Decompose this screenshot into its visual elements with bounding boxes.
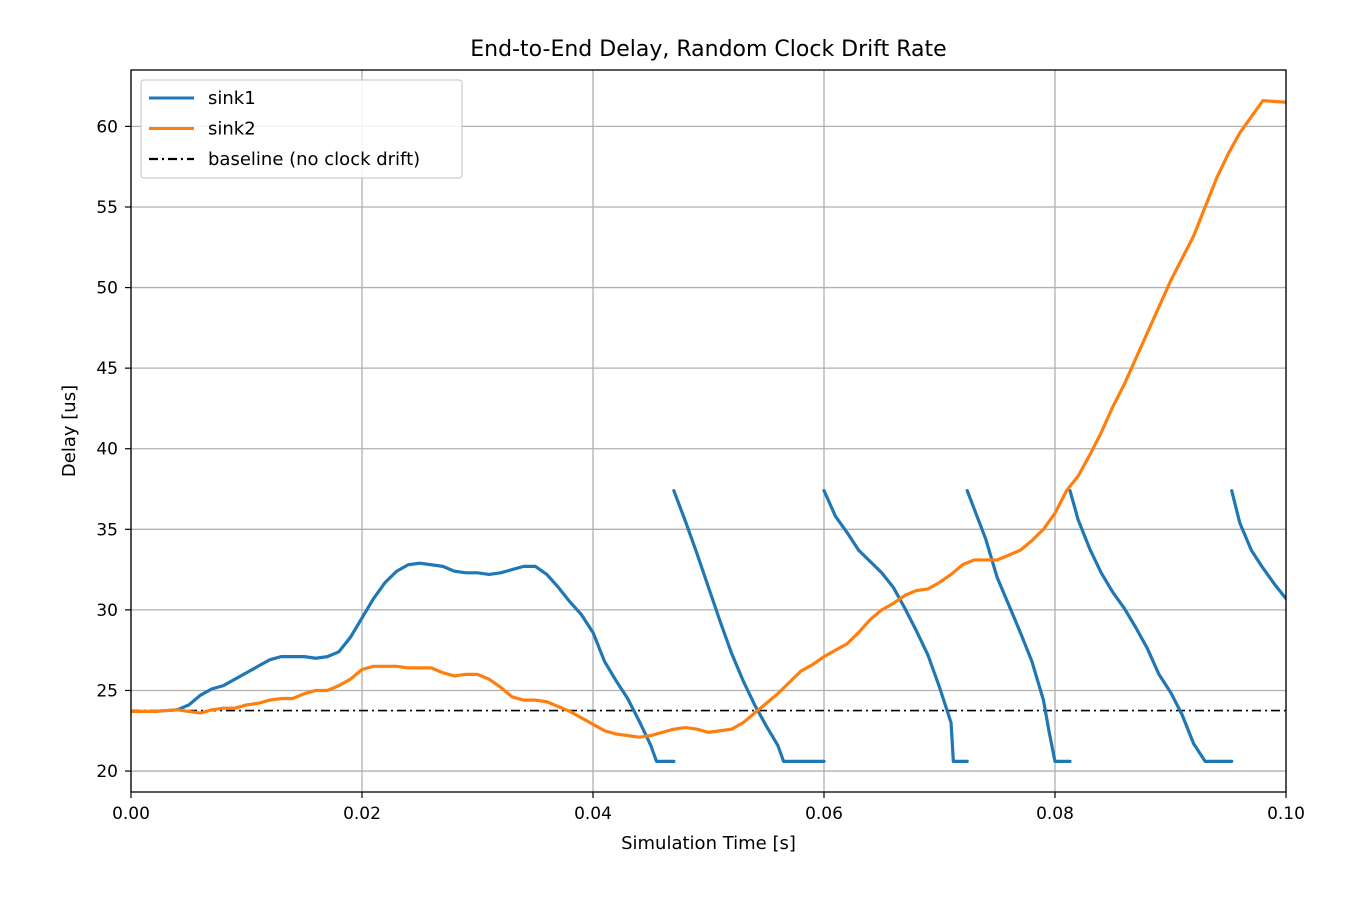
series-line-sink1 [822,489,969,763]
ticks: 0.00 0.02 0.04 0.06 0.08 0.10 20 25 30 35 40 45 50 55… [96,117,1305,824]
series-line-sink1 [1230,489,1286,601]
y-tick-label: 60 [96,117,118,137]
y-tick-label: 50 [96,279,118,299]
x-tick-label: 0.02 [343,804,381,824]
legend: sink1 sink2 baseline (no clock drift) [140,79,463,179]
legend-label: sink1 [208,88,256,109]
y-tick-label: 45 [96,359,118,379]
x-axis-label: Simulation Time [s] [621,833,796,854]
legend-box [140,79,463,179]
x-tick-label: 0.00 [112,804,150,824]
series-line-sink1 [1068,489,1234,763]
legend-label: sink2 [208,119,256,140]
x-tick-label: 0.08 [1036,804,1074,824]
y-tick-label: 25 [96,681,118,701]
x-tick-label: 0.10 [1267,804,1305,824]
series-sink1 [131,489,1286,763]
y-tick-label: 20 [96,762,118,782]
chart-title: End-to-End Delay, Random Clock Drift Rat… [470,37,946,62]
legend-label: baseline (no clock drift) [208,149,420,170]
series-line-sink2 [131,99,1286,739]
series-sink2 [131,99,1286,739]
series-layer [131,99,1286,763]
y-tick-label: 30 [96,601,118,621]
plot-frame [130,69,1287,793]
y-tick-label: 40 [96,440,118,460]
y-tick-label: 35 [96,520,118,540]
y-axis-label: Delay [us] [59,385,80,477]
y-tick-label: 55 [96,198,118,218]
x-tick-label: 0.04 [574,804,612,824]
series-line-sink1 [672,489,826,763]
series-line-sink1 [131,561,676,763]
series-line-sink1 [965,489,1072,763]
x-tick-label: 0.06 [805,804,843,824]
